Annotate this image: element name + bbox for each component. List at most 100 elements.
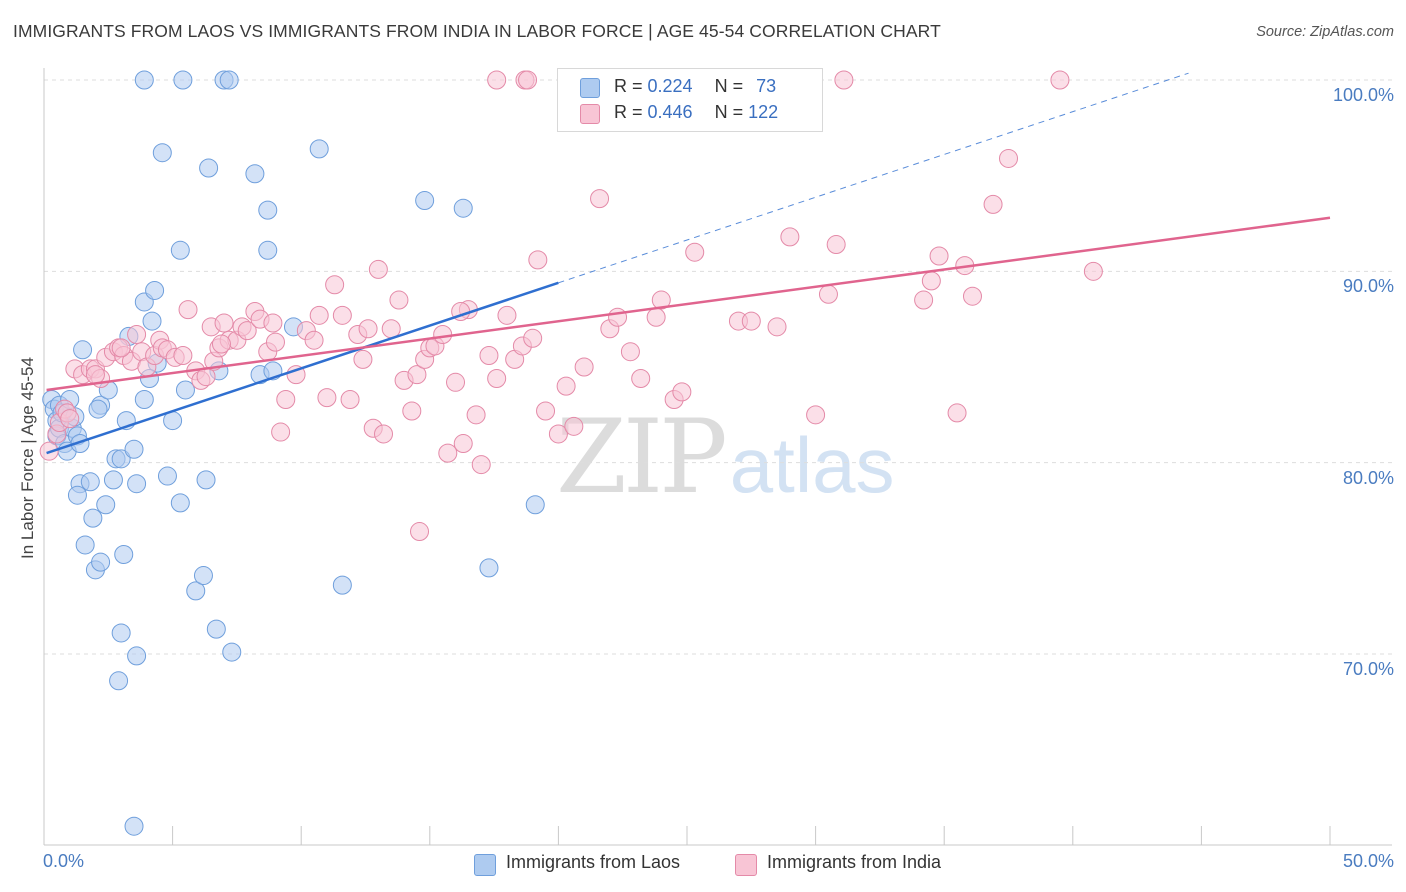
laos-data-point	[175, 380, 195, 400]
india-data-point	[556, 376, 576, 396]
india-data-point	[651, 290, 671, 310]
laos-data-point	[70, 434, 90, 454]
india-data-point	[340, 390, 360, 410]
laos-data-point	[80, 472, 100, 492]
trend-line-laos-extension	[558, 72, 1189, 284]
india-data-point	[620, 342, 640, 362]
india-data-point	[806, 405, 826, 425]
india-data-point	[1050, 70, 1070, 90]
laos-data-point	[170, 240, 190, 260]
series-laos-points	[42, 70, 545, 836]
laos-data-point	[145, 280, 165, 300]
india-data-point	[914, 290, 934, 310]
legend-text-india: R = 0.446 N = 122	[614, 102, 778, 123]
legend-n-value-india: 122	[748, 102, 779, 122]
laos-data-point	[152, 143, 172, 163]
legend-n-label: N =	[714, 102, 749, 122]
series-legend: Immigrants from Laos Immigrants from Ind…	[0, 852, 1406, 878]
laos-data-point	[75, 535, 95, 555]
india-data-point	[536, 401, 556, 421]
legend-text-laos: R = 0.224 N = 73	[614, 76, 776, 97]
laos-data-point	[83, 508, 103, 528]
laos-data-point	[222, 642, 242, 662]
laos-data-point	[67, 485, 87, 505]
india-data-point	[767, 317, 787, 337]
india-data-point	[921, 271, 941, 291]
india-data-point	[999, 148, 1018, 168]
india-data-point	[685, 242, 705, 262]
legend-swatch-laos	[580, 78, 600, 98]
laos-data-point	[479, 558, 499, 578]
india-data-point	[962, 286, 982, 306]
india-data-point	[271, 422, 291, 442]
india-data-point	[317, 388, 337, 408]
laos-data-point	[96, 495, 116, 515]
laos-data-point	[114, 545, 134, 565]
y-tick-label: 100.0%	[1332, 85, 1394, 105]
legend-n-label: N =	[714, 76, 749, 96]
india-data-point	[407, 365, 427, 385]
india-data-point	[1083, 261, 1103, 281]
laos-data-point	[109, 671, 129, 691]
laos-data-point	[206, 619, 226, 639]
india-data-point	[528, 250, 548, 270]
laos-data-point	[134, 70, 154, 90]
laos-data-point	[332, 575, 352, 595]
legend-r-label: R =	[614, 76, 648, 96]
laos-data-point	[245, 164, 265, 184]
india-data-point	[548, 424, 568, 444]
laos-data-point	[199, 158, 219, 178]
india-data-point	[479, 346, 499, 366]
india-data-point	[453, 434, 473, 454]
india-data-point	[741, 311, 761, 331]
india-data-point	[325, 275, 345, 295]
laos-data-point	[157, 466, 177, 486]
legend-r-label: R =	[614, 102, 648, 122]
india-data-point	[60, 409, 80, 429]
y-tick-label: 90.0%	[1342, 276, 1394, 297]
trend-line-india	[46, 216, 1331, 392]
laos-data-point	[124, 816, 144, 836]
india-data-point	[466, 405, 486, 425]
laos-data-point	[170, 493, 190, 513]
india-data-point	[214, 313, 234, 333]
india-data-point	[590, 189, 610, 209]
india-data-point	[368, 259, 388, 279]
india-data-point	[947, 403, 967, 423]
india-data-point	[818, 284, 838, 304]
laos-data-point	[415, 191, 435, 211]
india-data-point	[631, 368, 651, 388]
laos-data-point	[134, 390, 154, 410]
laos-data-point	[258, 200, 278, 220]
india-data-point	[672, 382, 692, 402]
series-swatch-india	[735, 854, 757, 876]
india-data-point	[826, 235, 846, 255]
india-data-point	[402, 401, 422, 421]
india-data-point	[983, 194, 1003, 214]
laos-data-point	[309, 139, 329, 159]
laos-data-point	[127, 474, 147, 494]
india-data-point	[332, 305, 352, 325]
india-data-point	[487, 368, 507, 388]
legend-r-value-india: 0.446	[647, 102, 693, 122]
laos-data-point	[196, 470, 216, 490]
india-data-point	[834, 70, 854, 90]
correlation-legend: R = 0.224 N = 73 R = 0.446 N = 122	[557, 68, 823, 132]
india-data-point	[85, 365, 105, 385]
y-tick-label: 70.0%	[1342, 659, 1394, 679]
laos-data-point	[111, 449, 131, 469]
india-data-point	[211, 334, 231, 354]
legend-swatch-india	[580, 104, 600, 124]
india-data-point	[127, 324, 147, 344]
grid-lines	[44, 79, 1392, 655]
y-axis-title: In Labor Force | Age 45-54	[18, 357, 37, 559]
laos-data-point	[525, 495, 545, 515]
laos-data-point	[219, 70, 239, 90]
india-data-point	[353, 349, 373, 369]
india-data-point	[265, 332, 285, 352]
india-data-point	[446, 372, 466, 392]
laos-data-point	[91, 552, 111, 572]
india-data-point	[523, 328, 543, 348]
x-tick-label-min: 0.0%	[43, 851, 85, 871]
